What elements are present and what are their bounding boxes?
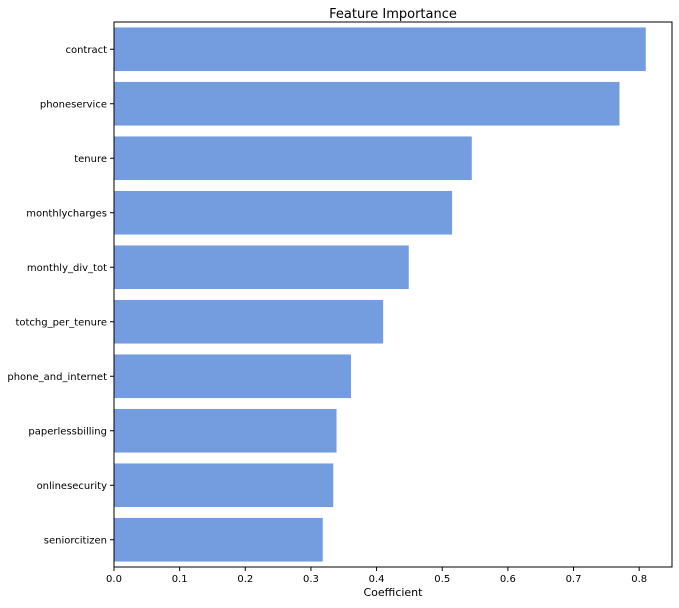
x-tick-label: 0.2 <box>237 574 253 585</box>
bars-group <box>114 27 646 562</box>
x-tick-label: 0.7 <box>566 574 582 585</box>
x-tick-label: 0.4 <box>369 574 385 585</box>
bar-contract <box>114 27 646 72</box>
bar-phone_and_internet <box>114 354 351 399</box>
bar-totchg_per_tenure <box>114 299 384 344</box>
x-axis: 0.0 0.1 0.2 0.3 0.4 0.5 0.6 0.7 0.8 <box>106 567 647 585</box>
bar-monthly_div_tot <box>114 245 409 290</box>
chart-title: Feature Importance <box>329 7 457 22</box>
y-tick-label: phoneservice <box>40 99 107 110</box>
x-tick-label: 0.0 <box>106 574 122 585</box>
axes-frame <box>113 21 673 568</box>
x-tick-label: 0.3 <box>303 574 319 585</box>
bar-onlinesecurity <box>114 463 334 508</box>
x-tick-label: 0.6 <box>500 574 516 585</box>
y-axis: contract phoneservice tenure monthlycharges… <box>7 45 114 546</box>
y-tick-label: monthly_div_tot <box>27 263 107 274</box>
bar-tenure <box>114 136 472 181</box>
x-tick-label: 0.1 <box>172 574 188 585</box>
bar-phoneservice <box>114 81 620 126</box>
y-tick-label: contract <box>65 45 107 56</box>
y-tick-label: onlinesecurity <box>37 481 108 492</box>
bar-paperlessbilling <box>114 408 337 453</box>
x-tick-label: 0.8 <box>631 574 647 585</box>
x-tick-label: 0.5 <box>434 574 450 585</box>
y-tick-label: paperlessbilling <box>28 426 107 437</box>
y-tick-label: phone_and_internet <box>7 372 107 383</box>
y-tick-label: monthlycharges <box>26 208 107 219</box>
x-axis-label: Coefficient <box>364 586 424 599</box>
y-tick-label: seniorcitizen <box>44 535 107 546</box>
y-tick-label: tenure <box>74 154 107 165</box>
bar-seniorcitizen <box>114 517 323 562</box>
bar-monthlycharges <box>114 190 453 235</box>
y-tick-label: totchg_per_tenure <box>15 317 107 328</box>
